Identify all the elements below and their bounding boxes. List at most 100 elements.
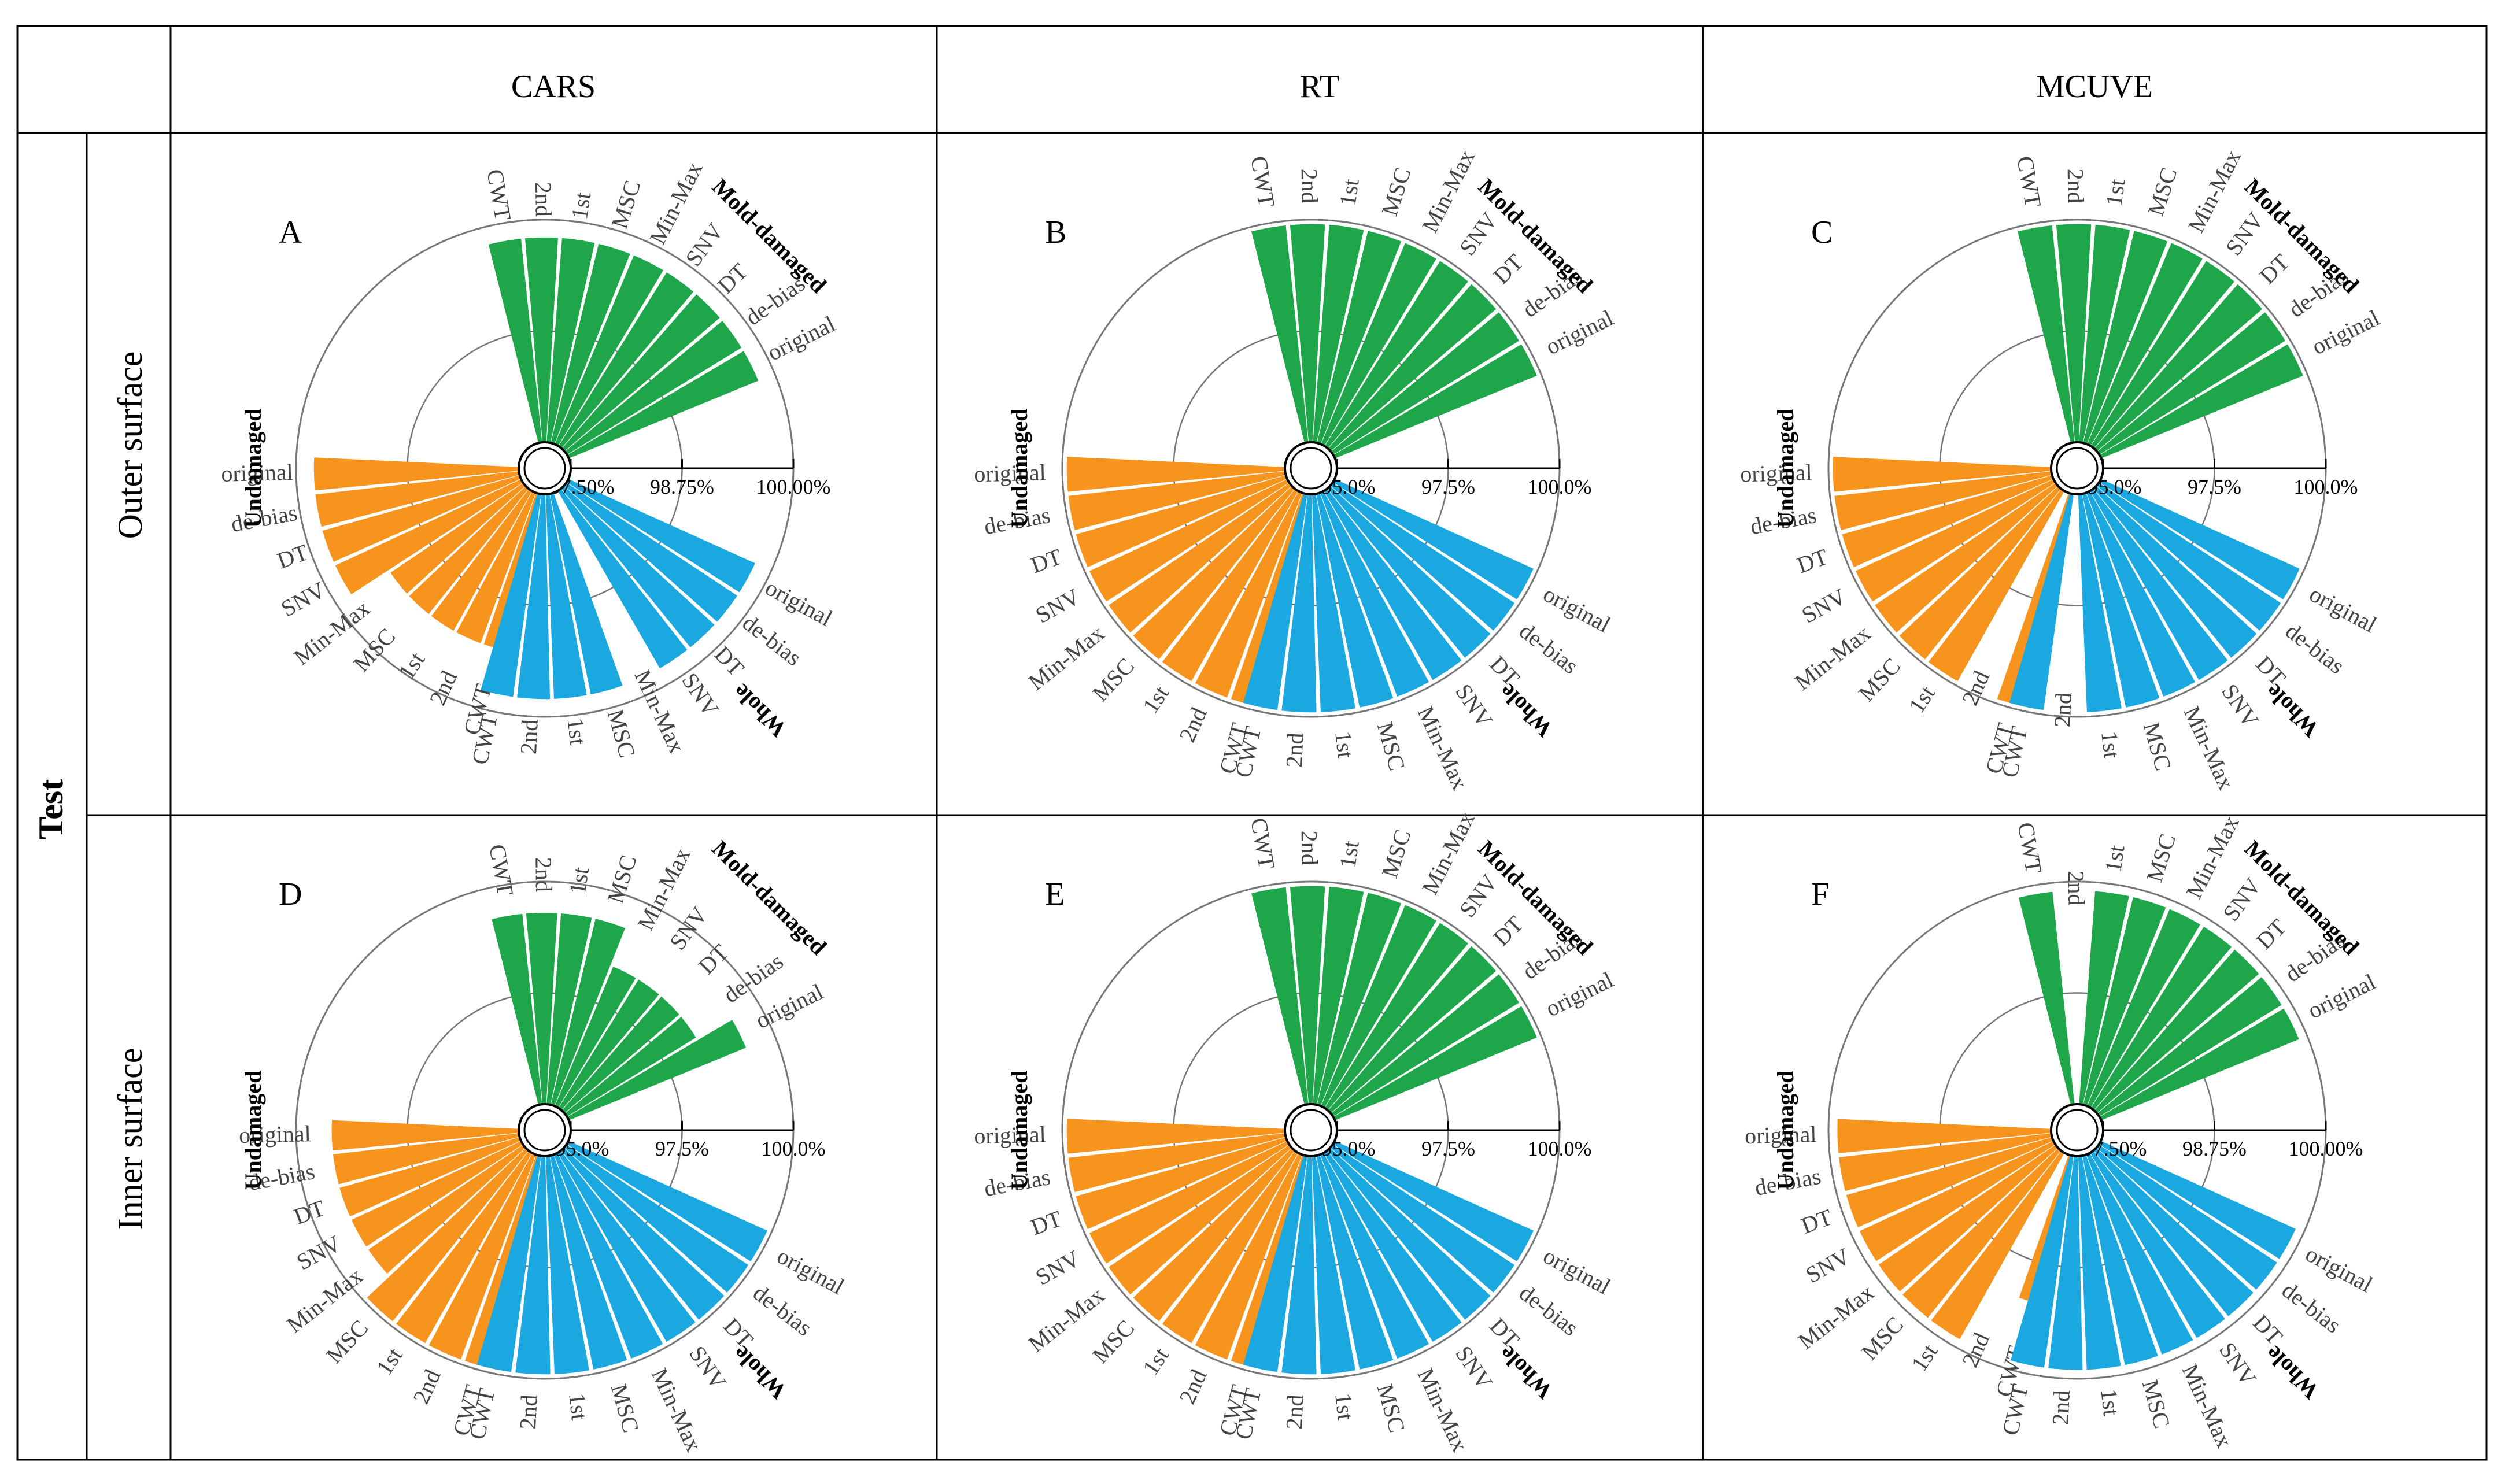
bar-undamaged-dt (2093, 1148, 2254, 1316)
category-label-msc: MSC (2137, 1377, 2175, 1431)
category-label-snv: SNV (677, 668, 724, 721)
bar-undamaged-de-bias (1330, 482, 1515, 631)
hub-inner-ring (523, 1109, 566, 1152)
bar-undamaged-snv (1324, 1150, 1462, 1342)
category-label-msc: MSC (2138, 719, 2177, 773)
category-label-cwt: CWT (2012, 154, 2046, 209)
bar-whole-msc (1899, 486, 2061, 660)
category-label-snv: SNV (2221, 208, 2269, 260)
bar-mold-damaged-msc (1317, 231, 1402, 445)
bar-mold-damaged-snv (2090, 927, 2232, 1111)
category-label-min-max: Min-Max (647, 1364, 707, 1456)
bar-undamaged-msc (2082, 493, 2160, 708)
bar-whole-de-bias (1068, 1133, 1286, 1193)
bar-mold-damaged-msc (551, 243, 630, 445)
category-label-msc: MSC (321, 1315, 373, 1368)
category-label-1st: 1st (1137, 1343, 1174, 1380)
category-label-dt: DT (1488, 249, 1528, 289)
bar-whole-de-bias (1068, 471, 1286, 531)
category-label-original: original (974, 1121, 1046, 1149)
bar-mold-damaged-original (567, 351, 759, 458)
category-label-2nd: 2nd (424, 667, 463, 709)
radial-tick-label: 100.0% (2294, 475, 2358, 498)
bar-mold-damaged-1st (546, 913, 592, 1105)
bar-mold-damaged-min-max (1321, 243, 1436, 446)
category-label-msc: MSC (1856, 1312, 1908, 1365)
bar-undamaged-1st (2078, 1156, 2121, 1370)
bar-mold-damaged-min-max (555, 255, 664, 446)
bar-whole-2nd (456, 491, 536, 643)
bar-mold-damaged-de-bias (1331, 974, 1520, 1117)
bar-whole-1st (1931, 1150, 2064, 1339)
category-label-snv: SNV (684, 1341, 732, 1394)
bar-whole-min-max (1109, 1145, 1292, 1295)
bar-undamaged-dt (561, 1148, 725, 1320)
category-label-cwt: CWT (2012, 820, 2047, 875)
bar-mold-damaged-2nd (1290, 886, 1325, 1105)
chart-panel-a: CWT 2nd 1st MSCMin-MaxSNVDTde-biasoriginalM… (221, 158, 839, 767)
category-label-1st: 1st (564, 1392, 593, 1421)
bar-whole-1st (431, 489, 532, 631)
category-label-1st: 1st (371, 1343, 408, 1380)
bar-whole-msc (1902, 1148, 2061, 1318)
bar-mold-damaged-de-bias (1331, 312, 1520, 455)
category-label-original: original (763, 310, 839, 366)
category-label-2nd: 2nd (408, 1365, 446, 1408)
bar-whole-original (1066, 1119, 1285, 1154)
category-label-snv: SNV (1450, 1341, 1498, 1394)
bar-whole-2nd (428, 1153, 536, 1360)
bar-mold-damaged-original (567, 1020, 746, 1120)
category-label-dt: DT (710, 641, 749, 682)
hub-inner-ring (523, 447, 566, 490)
category-label-dt: DT (1484, 651, 1524, 691)
category-label-dt: DT (1794, 543, 1831, 578)
category-label-dt: DT (274, 539, 311, 573)
bar-undamaged-cwt (481, 493, 541, 697)
bar-undamaged-de-bias (564, 1144, 749, 1293)
bar-mold-damaged-snv (558, 272, 694, 449)
category-label-dt: DT (1798, 1204, 1835, 1238)
category-label-snv: SNV (680, 218, 729, 271)
bar-whole-snv (1089, 479, 1290, 602)
bar-undamaged-de-bias (2096, 482, 2281, 631)
category-label-2nd: 2nd (515, 719, 543, 754)
bar-whole-original (331, 1120, 519, 1151)
table-grid (16, 25, 2488, 1461)
category-label-snv: SNV (1801, 1243, 1854, 1288)
bar-mold-damaged-min-max (2087, 243, 2203, 446)
bar-whole-snv (1859, 1141, 2056, 1261)
category-label-2nd: 2nd (515, 1394, 542, 1430)
bar-undamaged-min-max (2086, 1153, 2193, 1355)
category-label-2nd: 2nd (1174, 704, 1212, 746)
bar-whole-de-bias (333, 1133, 520, 1185)
category-label-2nd: 2nd (2063, 871, 2090, 906)
bar-mold-damaged-2nd (2056, 224, 2092, 443)
category-label-1st: 1st (393, 647, 430, 684)
bar-whole-msc (409, 486, 529, 615)
category-label-de-bias: de-bias (2281, 617, 2349, 679)
bar-mold-damaged-original (1333, 344, 1537, 458)
bar-undamaged-cwt (1243, 493, 1307, 710)
bar-undamaged-dt (1327, 486, 1491, 658)
category-label-msc: MSC (1376, 164, 1416, 219)
group-label-undamaged: Undamaged (1006, 1071, 1032, 1190)
category-label-original: original (773, 1242, 848, 1300)
bar-mold-damaged-1st (1313, 886, 1364, 1105)
bar-mold-damaged-min-max (555, 966, 636, 1108)
category-label-1st: 1st (1330, 730, 1359, 759)
group-label-mold-damaged: Mold-damaged (707, 835, 832, 960)
bar-undamaged-de-bias (1330, 1144, 1515, 1293)
category-label-2nd: 2nd (1174, 1365, 1212, 1408)
category-label-original: original (2305, 580, 2381, 638)
category-label-dt: DT (693, 939, 734, 980)
bar-mold-damaged-msc (1317, 893, 1402, 1106)
category-label-snv: SNV (664, 902, 713, 954)
category-label-original: original (1744, 1121, 1816, 1149)
bar-undamaged-2nd (1281, 494, 1317, 713)
category-label-snv: SNV (1454, 869, 1503, 922)
bar-mold-damaged-dt (2094, 949, 2259, 1113)
category-label-dt: DT (712, 258, 753, 299)
bar-mold-damaged-cwt (1251, 887, 1309, 1105)
